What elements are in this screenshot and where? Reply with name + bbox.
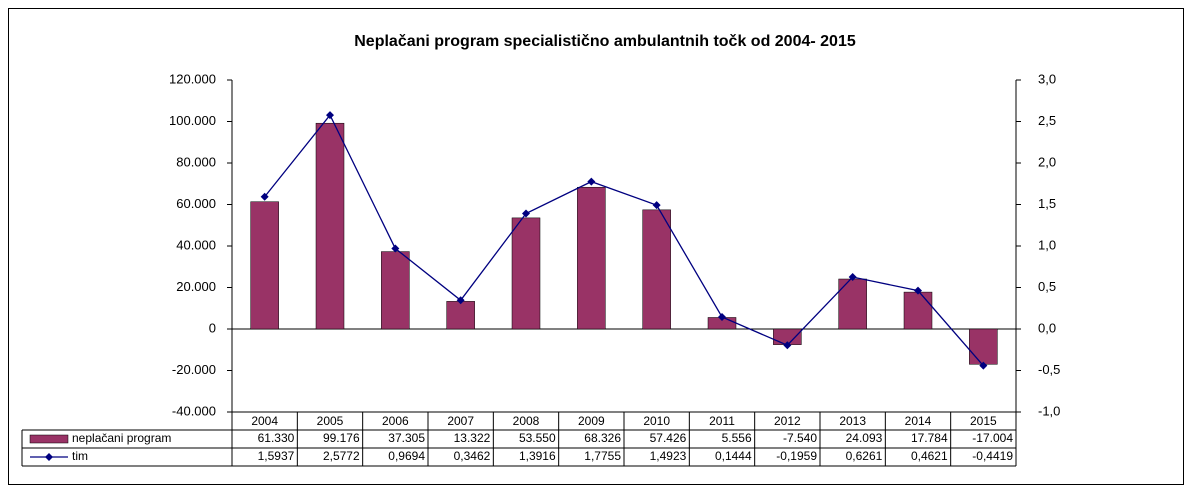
table-value: 1,7755: [584, 449, 621, 463]
table-value: 53.550: [519, 431, 556, 445]
table-value: -17.004: [972, 431, 1013, 445]
x-tick-label: 2014: [905, 414, 932, 428]
marker: [587, 177, 596, 186]
y-tick-label: 60.000: [176, 196, 216, 211]
marker: [652, 201, 661, 210]
y-tick-label: 120.000: [169, 71, 216, 86]
table-value: 0,9694: [388, 449, 425, 463]
table-value: -0,4419: [972, 449, 1013, 463]
y2-tick-label: -0,5: [1038, 362, 1060, 377]
marker: [391, 244, 400, 253]
legend-key: [45, 453, 53, 461]
y-tick-label: -40.000: [172, 403, 216, 418]
line: [264, 113, 984, 367]
x-tick-label: 2012: [774, 414, 801, 428]
y2-tick-label: 2,0: [1038, 154, 1056, 169]
legend-label: neplačani program: [72, 431, 171, 445]
table-value: 0,4621: [911, 449, 948, 463]
table-value: 24.093: [846, 431, 883, 445]
table-value: 1,3916: [519, 449, 556, 463]
y2-tick-label: 2,5: [1038, 113, 1056, 128]
bar: [577, 186, 606, 330]
table-value: 13.322: [454, 431, 491, 445]
table-value: 57.426: [650, 431, 687, 445]
table-value: 0,6261: [846, 449, 883, 463]
x-tick-label: 2011: [709, 414, 735, 428]
y-tick-label: 20.000: [176, 279, 216, 294]
legend-key: [29, 434, 69, 444]
marker: [979, 361, 988, 370]
x-tick-label: 2008: [513, 414, 540, 428]
table-value: -7.540: [783, 431, 817, 445]
marker: [914, 286, 922, 295]
x-tick-label: 2006: [382, 414, 409, 428]
marker: [326, 111, 334, 120]
x-tick-label: 2004: [251, 414, 278, 428]
table-value: 68.326: [584, 431, 621, 445]
table-value: 61.330: [258, 431, 295, 445]
x-tick-label: 2015: [970, 414, 997, 428]
y2-tick-label: 3,0: [1038, 71, 1056, 86]
marker: [718, 313, 726, 322]
y2-tick-label: 0,5: [1038, 279, 1056, 294]
y2-tick-label: 1,5: [1038, 196, 1056, 211]
marker: [522, 209, 530, 218]
y-tick-label: 100.000: [169, 113, 216, 128]
table-value: 2,5772: [323, 449, 360, 463]
marker: [260, 192, 269, 201]
x-tick-label: 2009: [578, 414, 605, 428]
table-value: 1,4923: [650, 449, 687, 463]
bar: [250, 201, 279, 330]
x-tick-label: 2005: [317, 414, 344, 428]
marker: [848, 273, 857, 282]
x-tick-label: 2013: [839, 414, 866, 428]
x-tick-label: 2007: [447, 414, 474, 428]
bar: [969, 328, 998, 365]
y2-tick-label: 0,0: [1038, 320, 1056, 335]
y-tick-label: -20.000: [172, 362, 216, 377]
y2-tick-label: 1,0: [1038, 237, 1056, 252]
table-value: 17.784: [911, 431, 948, 445]
y2-tick-label: -1,0: [1038, 403, 1060, 418]
table-value: 0,1444: [715, 449, 752, 463]
bar: [903, 291, 933, 330]
bar: [315, 122, 345, 330]
y-tick-label: 40.000: [176, 237, 216, 252]
bar: [381, 251, 410, 330]
table-value: 5.556: [722, 431, 752, 445]
table-value: 1,5937: [258, 449, 295, 463]
bar: [642, 209, 671, 330]
x-tick-label: 2010: [643, 414, 670, 428]
chart-title: Neplačani program specialistično ambulan…: [354, 33, 856, 50]
table-value: 99.176: [323, 431, 360, 445]
table-value: 0,3462: [454, 449, 491, 463]
bar: [511, 217, 541, 330]
y-tick-label: 80.000: [176, 154, 216, 169]
y-tick-label: 0: [209, 320, 216, 335]
marker: [783, 341, 792, 350]
table-value: -0,1959: [776, 449, 817, 463]
bar: [446, 301, 475, 330]
legend-label: tim: [72, 449, 88, 463]
marker: [456, 296, 465, 305]
table-value: 37.305: [388, 431, 425, 445]
